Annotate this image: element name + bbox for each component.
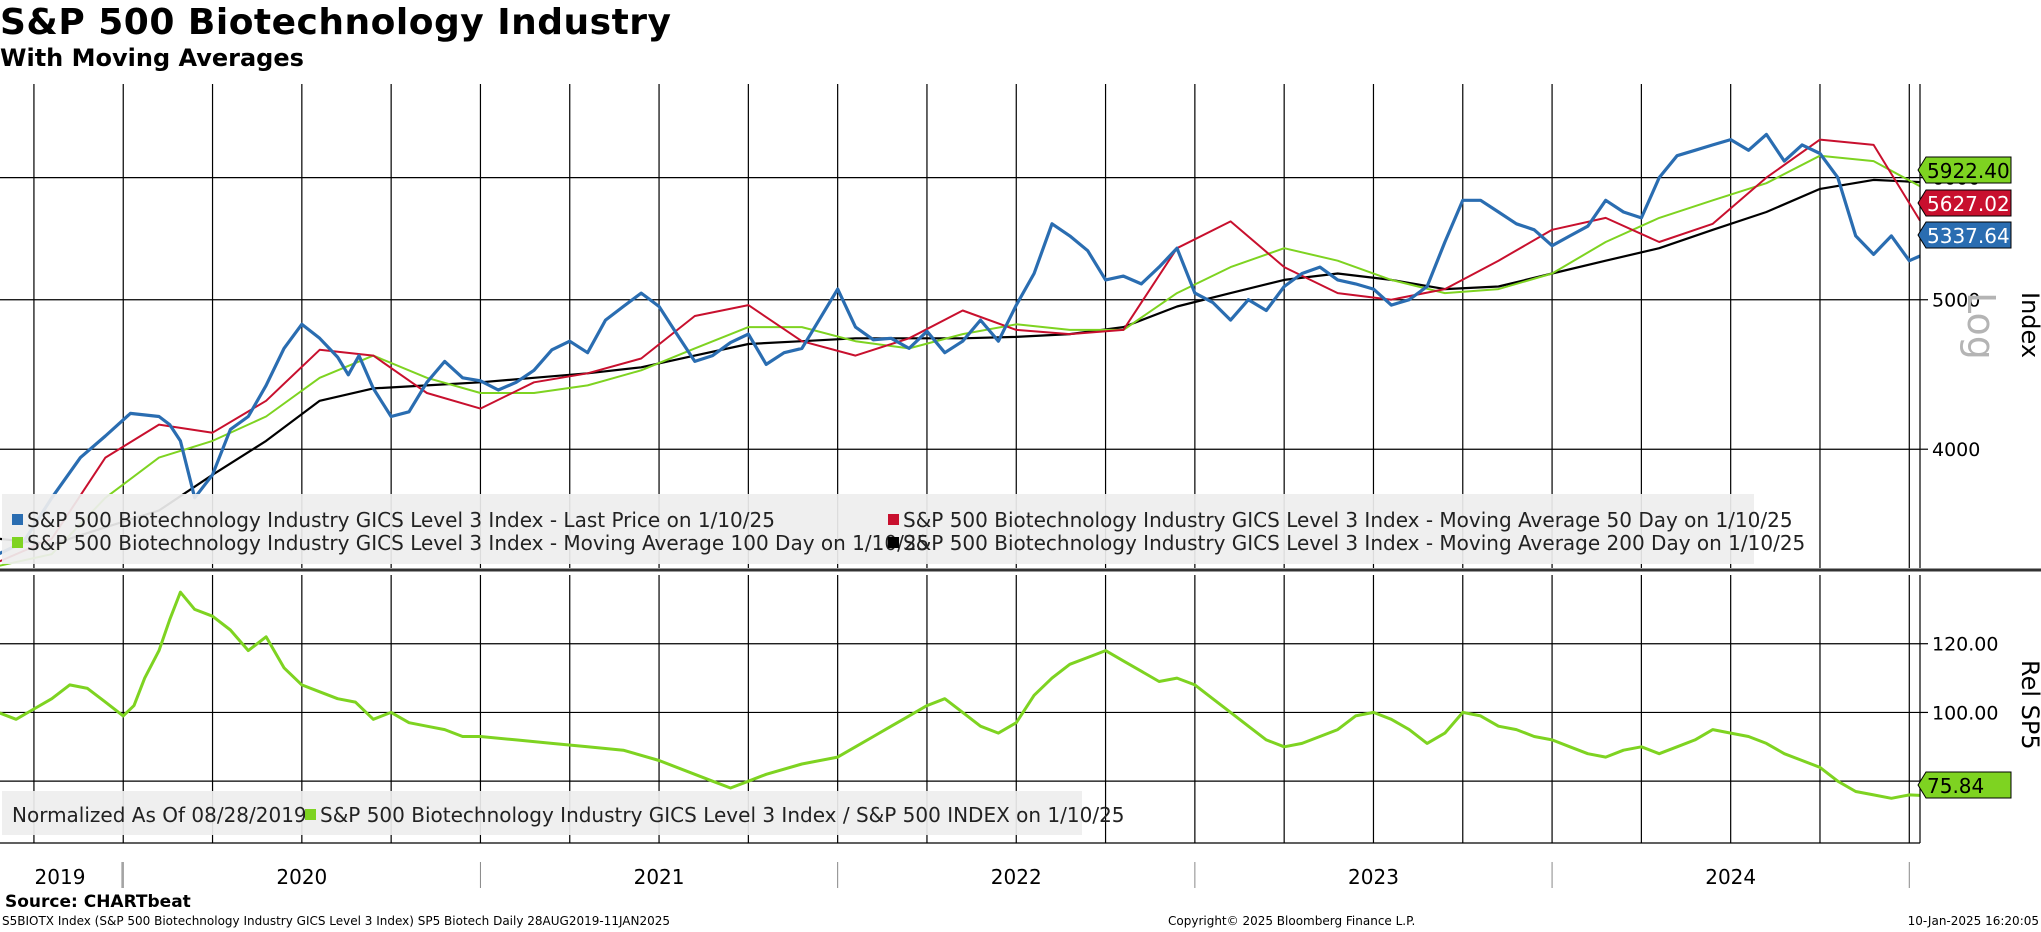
last-value-ma100-bg: [1917, 156, 2012, 184]
legend-label: Normalized As Of 08/28/2019: [12, 803, 307, 827]
lower-panel-series: [0, 590, 1921, 800]
last-value-price-bg: [1917, 221, 2012, 249]
x-tick-label: 2022: [991, 865, 1042, 889]
y-tick-label-upper: 5000: [1932, 290, 1980, 312]
series-line-ma100: [0, 154, 1921, 567]
page-title: S&P 500 Biotechnology Industry: [0, 2, 672, 43]
x-tick-label: 2024: [1705, 865, 1756, 889]
last-value-relative-bg: [1917, 771, 2012, 799]
last-value-relative: 75.84: [1927, 774, 1984, 798]
y-axis-title-upper: Index: [2016, 292, 2041, 358]
last-value-price: 5337.64: [1927, 224, 2010, 248]
last-value-ma100: 5922.40: [1927, 159, 2010, 183]
legend-label: S&P 500 Biotechnology Industry GICS Leve…: [27, 531, 929, 555]
x-tick-label: 2020: [276, 865, 327, 889]
legend-label: S&P 500 Biotechnology Industry GICS Leve…: [27, 508, 775, 532]
x-tick-label: 2023: [1348, 865, 1399, 889]
legend-swatch: [888, 514, 899, 525]
last-value-ma50: 5627.02: [1927, 192, 2010, 216]
y-tick-label-upper: 4000: [1932, 439, 1980, 461]
y-axis-title-lower: Rel SP5: [2016, 660, 2041, 750]
legend-swatch: [12, 537, 23, 548]
footer-ticker-info: S5BIOTX Index (S&P 500 Biotechnology Ind…: [2, 914, 671, 928]
y-tick-label-lower: 120.00: [1932, 634, 1998, 656]
lower-legend-box: [2, 791, 1082, 835]
legend-label: S&P 500 Biotechnology Industry GICS Leve…: [320, 803, 1125, 827]
footer-timestamp: 10-Jan-2025 16:20:05: [1907, 914, 2039, 928]
series-line-ma50: [0, 138, 1921, 563]
legend-label: S&P 500 Biotechnology Industry GICS Leve…: [903, 531, 1805, 555]
legend-label: S&P 500 Biotechnology Industry GICS Leve…: [903, 508, 1793, 532]
upper-panel-grid: [0, 84, 1920, 568]
upper-legend-box: [2, 494, 1754, 564]
legend-swatch: [12, 514, 23, 525]
upper-panel-series: [0, 132, 1921, 567]
last-value-ma50-bg: [1917, 189, 2012, 217]
legends: S&P 500 Biotechnology Industry GICS Leve…: [2, 494, 1805, 835]
x-tick-label: 2021: [634, 865, 685, 889]
legend-swatch: [888, 537, 899, 548]
series-line-last_price: [0, 132, 1921, 556]
series-line-ma200: [0, 178, 1921, 546]
scale-label: Log: [1959, 292, 2003, 360]
last-value-badges: 5922.40 5627.02 5337.64 75.84: [1917, 156, 2012, 799]
source-note: Source: CHARTbeat: [5, 892, 191, 912]
x-tick-label: 2019: [35, 865, 86, 889]
legend-swatch: [305, 809, 316, 820]
page-subtitle: With Moving Averages: [0, 44, 304, 72]
footer-copyright: Copyright© 2025 Bloomberg Finance L.P.: [1168, 914, 1416, 928]
y-tick-label-lower: 100.00: [1932, 702, 1998, 724]
series-line-relative: [0, 590, 1921, 800]
